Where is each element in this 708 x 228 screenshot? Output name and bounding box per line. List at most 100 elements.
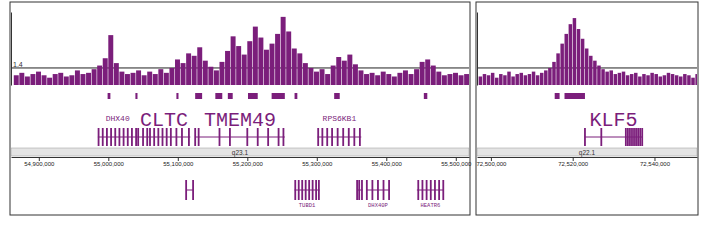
signal-bar	[605, 72, 608, 85]
signal-bar	[614, 74, 617, 85]
signal-bar	[125, 74, 130, 85]
signal-bar	[679, 76, 682, 85]
signal-bar	[147, 72, 152, 85]
exon	[114, 128, 116, 146]
signal-bar	[675, 75, 678, 85]
exon	[359, 128, 361, 146]
signal-bar	[364, 74, 369, 85]
signal-bar	[593, 61, 596, 85]
signal-bar	[325, 74, 330, 85]
signal-bar	[69, 75, 74, 85]
signal-bar	[53, 74, 58, 85]
signal-bar	[618, 73, 621, 85]
signal-bar	[515, 74, 518, 85]
signal-bar	[453, 73, 458, 85]
exon	[294, 180, 296, 200]
signal-bar	[219, 62, 224, 85]
tick-label: 54,900,000	[24, 161, 55, 167]
panel: KLF5q22.172,500,00072,520,00072,540,000	[476, 2, 699, 215]
exon	[353, 128, 355, 146]
exon	[639, 128, 641, 146]
exon	[283, 128, 285, 146]
signal-bar	[459, 75, 464, 85]
signal-bar	[560, 44, 563, 85]
signal-bar	[671, 74, 674, 85]
signal-bar	[136, 70, 141, 85]
gene-label: CLTC	[140, 109, 188, 132]
signal-bar	[281, 17, 286, 85]
signal-bar	[286, 31, 291, 85]
axis-line	[12, 157, 470, 158]
exon	[106, 128, 108, 146]
exon	[127, 128, 129, 146]
signal-bar	[142, 75, 147, 85]
signal-bar	[420, 62, 425, 85]
x-axis: 54,900,00055,000,00055,100,00055,200,000…	[12, 157, 472, 167]
signal-bar	[524, 75, 527, 85]
exon	[426, 180, 428, 200]
x-tick: 72,520,000	[558, 157, 589, 167]
tick-label: 72,540,000	[640, 161, 671, 167]
peak	[272, 93, 285, 99]
y-tick: 1.4	[11, 61, 23, 69]
tick-label: 55,300,000	[302, 161, 333, 167]
signal-bar	[153, 74, 158, 85]
y-axis: 1.4	[11, 13, 23, 86]
signal-bar	[556, 53, 559, 85]
signal-bar	[569, 24, 572, 85]
signal-bar	[650, 73, 653, 85]
signal-bar	[92, 69, 97, 85]
gene-label: TUBD1	[299, 202, 316, 209]
panel-frame	[476, 2, 698, 215]
axis-line	[477, 13, 478, 86]
exon	[442, 180, 444, 200]
signal-bar	[581, 39, 584, 85]
signal-bar	[64, 76, 69, 85]
band-label: q22.1	[579, 149, 596, 157]
cytoband	[11, 148, 469, 156]
peak	[195, 93, 202, 99]
peak	[334, 93, 340, 99]
signal-bar	[114, 63, 119, 85]
exon	[417, 180, 419, 200]
signal-bar	[214, 70, 219, 85]
signal-bar	[536, 75, 539, 85]
tick-label: 55,500,000	[441, 161, 472, 167]
signal-bar	[342, 61, 347, 85]
signal-bar	[511, 76, 514, 85]
signal-bar	[691, 78, 694, 85]
signal-bar	[297, 53, 302, 85]
panel-frame	[10, 2, 470, 215]
signal-bar	[520, 73, 523, 85]
signal-bar	[320, 69, 325, 85]
x-tick: 55,000,000	[94, 157, 125, 167]
signal-bar	[108, 35, 113, 85]
exon	[331, 128, 333, 146]
peak	[135, 93, 137, 99]
signal-bar	[626, 75, 629, 85]
peak	[424, 93, 427, 99]
exon	[312, 180, 314, 200]
x-tick: 72,540,000	[640, 157, 671, 167]
signal-bar	[86, 73, 91, 85]
signal-bar	[667, 73, 670, 85]
signal-bar	[507, 72, 510, 85]
exon	[361, 180, 363, 200]
exon	[123, 128, 125, 146]
signal-bar	[331, 66, 336, 85]
exon	[102, 128, 104, 146]
gene-label: TMEM49	[204, 109, 276, 132]
signal-bar	[483, 74, 486, 85]
signal-bar	[370, 73, 375, 85]
signal-bar	[552, 62, 555, 85]
signal-bar	[487, 75, 490, 85]
peak	[228, 93, 233, 99]
signal-bar	[532, 72, 535, 85]
peak	[248, 93, 258, 99]
exon	[298, 180, 300, 200]
genome-browser: 1.4DHX40CLTCTMEM49RPS6KB1TUBD1DHX40PHEAT…	[0, 0, 708, 228]
exon	[318, 180, 320, 200]
exon	[342, 128, 344, 146]
signal-bar	[231, 36, 236, 85]
exon	[308, 180, 310, 200]
